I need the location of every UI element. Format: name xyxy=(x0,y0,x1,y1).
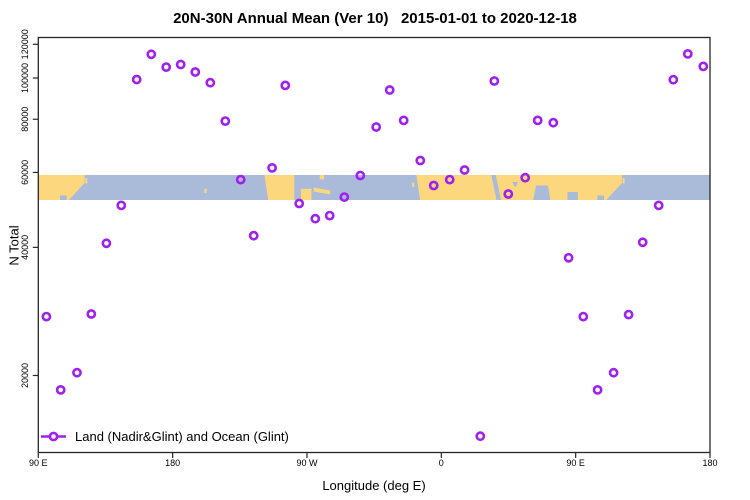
map-sea xyxy=(567,192,578,200)
chart-title: 20N-30N Annual Mean (Ver 10) 2015-01-01 … xyxy=(173,10,577,27)
data-point xyxy=(116,200,127,211)
data-point xyxy=(146,49,157,60)
data-point xyxy=(294,198,305,209)
data-point xyxy=(578,311,589,322)
data-point xyxy=(563,252,574,263)
map-sea xyxy=(597,195,604,200)
data-point xyxy=(475,431,486,442)
y-tick-label: 60000 xyxy=(20,160,30,185)
legend-label: Land (Nadir&Glint) and Ocean (Glint) xyxy=(75,429,289,444)
data-point xyxy=(503,189,514,199)
map-land xyxy=(204,188,207,193)
x-axis-title: Longitude (deg E) xyxy=(322,478,426,493)
x-tick-label: 0 xyxy=(439,458,444,468)
legend-marker-icon xyxy=(48,431,59,442)
data-point xyxy=(444,174,455,185)
map-sea xyxy=(59,195,67,200)
data-point xyxy=(548,117,559,128)
map-land xyxy=(412,182,415,187)
data-point xyxy=(280,80,291,91)
legend: Land (Nadir&Glint) and Ocean (Glint) xyxy=(75,429,289,444)
x-tick-label: 90 W xyxy=(296,458,318,468)
data-point xyxy=(55,384,66,395)
data-point xyxy=(355,170,366,181)
data-point xyxy=(339,192,350,202)
map-land xyxy=(85,178,88,184)
data-point xyxy=(623,309,634,320)
data-point xyxy=(324,210,335,221)
map-sea xyxy=(533,185,551,200)
map-land xyxy=(622,178,625,184)
data-point xyxy=(190,67,201,77)
data-point xyxy=(41,311,52,322)
data-point xyxy=(653,200,664,211)
data-point xyxy=(459,165,470,175)
data-point xyxy=(520,172,531,183)
data-point xyxy=(668,74,679,85)
data-point xyxy=(384,85,395,95)
map-sea xyxy=(491,175,501,200)
data-point xyxy=(592,384,603,395)
data-point xyxy=(310,213,321,224)
map-land xyxy=(301,188,312,200)
x-tick-label: 90 E xyxy=(566,458,585,468)
data-point xyxy=(205,77,216,88)
y-axis-title: N Total xyxy=(6,225,22,266)
map-land xyxy=(38,175,85,200)
x-tick-label: 180 xyxy=(702,458,717,468)
data-point xyxy=(161,62,172,72)
y-tick-label: 20000 xyxy=(20,363,30,388)
data-point xyxy=(637,237,648,248)
y-tick-label: 40000 xyxy=(20,235,30,260)
data-point xyxy=(86,309,97,319)
y-tick-label: 80000 xyxy=(20,107,30,132)
data-point xyxy=(489,76,500,86)
data-point xyxy=(415,155,426,166)
y-tick-label: 100000 xyxy=(20,63,30,93)
data-point xyxy=(682,49,693,59)
data-point xyxy=(101,238,112,249)
data-point xyxy=(398,115,409,126)
data-point xyxy=(72,367,82,378)
x-tick-label: 180 xyxy=(165,458,180,468)
data-point xyxy=(175,59,186,70)
data-point xyxy=(428,180,439,191)
data-point xyxy=(220,116,231,126)
data-point xyxy=(235,174,246,185)
map-sea xyxy=(512,182,519,188)
data-point xyxy=(608,367,619,378)
x-tick-label: 90 E xyxy=(29,458,48,468)
data-point xyxy=(248,230,259,241)
data-point xyxy=(267,162,277,173)
map-land xyxy=(313,187,331,195)
data-point xyxy=(698,61,709,72)
map-land xyxy=(319,175,325,180)
y-tick-label: 120000 xyxy=(20,29,30,59)
data-point xyxy=(532,115,543,126)
map-land xyxy=(264,175,295,200)
plot-box xyxy=(37,36,711,454)
data-point xyxy=(131,74,142,85)
data-point xyxy=(371,122,382,132)
